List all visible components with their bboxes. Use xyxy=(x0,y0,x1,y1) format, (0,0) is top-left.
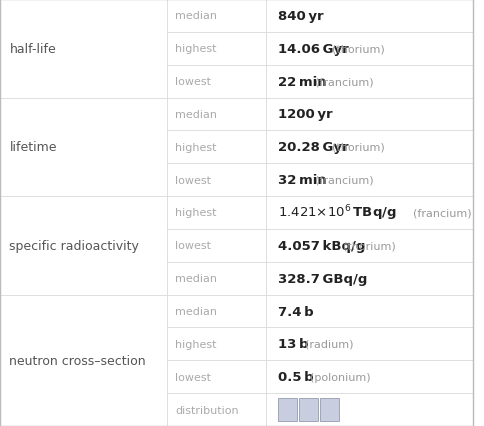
Text: distribution: distribution xyxy=(175,405,239,414)
Text: 4.057 kBq/g: 4.057 kBq/g xyxy=(278,239,365,252)
Text: 32 min: 32 min xyxy=(278,174,327,187)
Bar xyxy=(166,229,266,262)
Bar xyxy=(266,229,473,262)
Text: (francium): (francium) xyxy=(316,175,374,185)
Text: (radium): (radium) xyxy=(304,339,353,349)
Text: half-life: half-life xyxy=(10,43,56,56)
Bar xyxy=(266,0,473,33)
Bar xyxy=(166,360,266,393)
Text: 14.06 Gyr: 14.06 Gyr xyxy=(278,43,349,56)
Bar xyxy=(278,398,297,421)
Text: (francium): (francium) xyxy=(316,77,374,87)
Bar xyxy=(166,328,266,360)
Text: lowest: lowest xyxy=(175,372,211,382)
Text: (thorium): (thorium) xyxy=(332,142,385,153)
Text: 328.7 GBq/g: 328.7 GBq/g xyxy=(278,272,367,285)
Text: (thorium): (thorium) xyxy=(343,241,395,251)
Bar xyxy=(266,33,473,66)
Bar xyxy=(266,66,473,98)
Bar xyxy=(320,398,339,421)
Text: $1.421{\times}10^{6}$ TBq/g: $1.421{\times}10^{6}$ TBq/g xyxy=(278,203,397,223)
Text: 22 min: 22 min xyxy=(278,75,327,89)
Text: 20.28 Gyr: 20.28 Gyr xyxy=(278,141,349,154)
Bar xyxy=(0,0,166,98)
Text: 1200 yr: 1200 yr xyxy=(278,108,333,121)
Bar xyxy=(166,131,266,164)
Text: median: median xyxy=(175,12,217,21)
Text: 13 b: 13 b xyxy=(278,337,309,351)
Bar xyxy=(266,197,473,229)
Bar xyxy=(266,328,473,360)
Text: specific radioactivity: specific radioactivity xyxy=(10,239,139,252)
Bar xyxy=(0,98,166,197)
Text: 840 yr: 840 yr xyxy=(278,10,324,23)
Text: highest: highest xyxy=(175,142,216,153)
Text: median: median xyxy=(175,110,217,120)
Bar xyxy=(0,295,166,426)
Text: highest: highest xyxy=(175,339,216,349)
Bar xyxy=(166,393,266,426)
Bar xyxy=(266,295,473,328)
Bar xyxy=(266,393,473,426)
Text: highest: highest xyxy=(175,208,216,218)
Text: median: median xyxy=(175,273,217,284)
Text: (francium): (francium) xyxy=(413,208,471,218)
Bar xyxy=(166,164,266,197)
Text: median: median xyxy=(175,306,217,316)
Text: (thorium): (thorium) xyxy=(332,44,385,54)
Text: lowest: lowest xyxy=(175,175,211,185)
Text: neutron cross–section: neutron cross–section xyxy=(10,354,146,367)
Bar xyxy=(166,197,266,229)
Text: lowest: lowest xyxy=(175,241,211,251)
Bar xyxy=(166,295,266,328)
Bar xyxy=(166,0,266,33)
Bar xyxy=(166,66,266,98)
Bar xyxy=(166,98,266,131)
Text: lifetime: lifetime xyxy=(10,141,57,154)
Text: lowest: lowest xyxy=(175,77,211,87)
Bar xyxy=(266,131,473,164)
Bar xyxy=(266,262,473,295)
Text: highest: highest xyxy=(175,44,216,54)
Bar xyxy=(166,262,266,295)
Bar xyxy=(0,197,166,295)
Text: 7.4 b: 7.4 b xyxy=(278,305,314,318)
Text: 0.5 b: 0.5 b xyxy=(278,370,314,383)
Bar xyxy=(266,360,473,393)
Bar xyxy=(166,33,266,66)
Text: (polonium): (polonium) xyxy=(310,372,371,382)
Bar xyxy=(266,164,473,197)
Bar xyxy=(299,398,318,421)
Bar xyxy=(266,98,473,131)
